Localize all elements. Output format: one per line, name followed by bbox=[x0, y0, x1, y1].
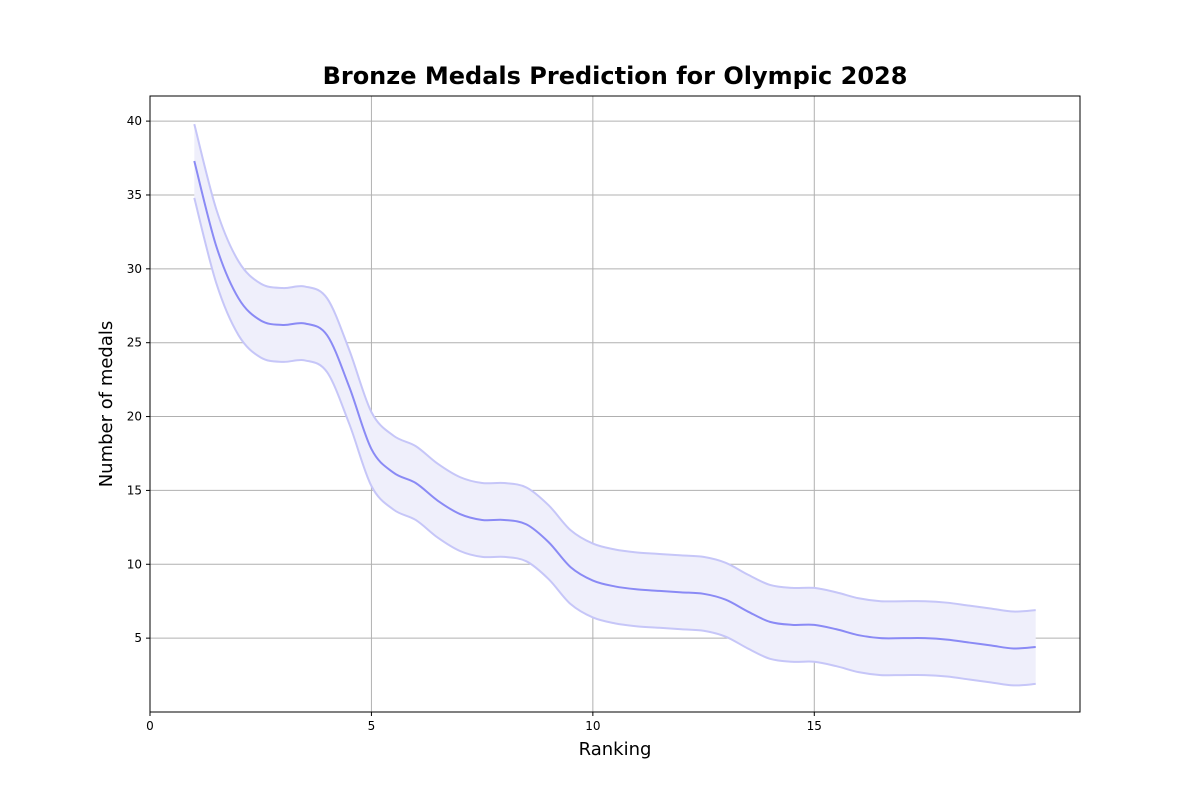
axis-ticks: 0 5 10 15 5 10 15 20 25 30 35 40 bbox=[127, 114, 822, 733]
x-axis-label: Ranking bbox=[579, 739, 652, 760]
y-tick-label: 35 bbox=[127, 188, 142, 202]
x-tick-label: 10 bbox=[585, 719, 600, 733]
plot-frame bbox=[149, 95, 1081, 713]
x-tick-label: 15 bbox=[807, 719, 822, 733]
y-axis-label: Number of medals bbox=[96, 321, 117, 488]
chart-title: Bronze Medals Prediction for Olympic 202… bbox=[322, 62, 908, 90]
lower-bound-line bbox=[193, 197, 1036, 687]
y-tick-label: 10 bbox=[127, 557, 142, 571]
x-tick-label: 0 bbox=[146, 719, 154, 733]
upper-bound-line bbox=[193, 123, 1036, 613]
y-tick-label: 25 bbox=[127, 336, 142, 350]
y-tick-label: 30 bbox=[127, 262, 142, 276]
y-tick-label: 40 bbox=[127, 114, 142, 128]
prediction-line bbox=[193, 160, 1036, 650]
y-tick-label: 15 bbox=[127, 483, 142, 497]
data-layer bbox=[193, 123, 1036, 687]
confidence-band bbox=[194, 124, 1036, 686]
y-tick-label: 5 bbox=[134, 631, 142, 645]
y-tick-label: 20 bbox=[127, 410, 142, 424]
x-tick-label: 5 bbox=[368, 719, 376, 733]
